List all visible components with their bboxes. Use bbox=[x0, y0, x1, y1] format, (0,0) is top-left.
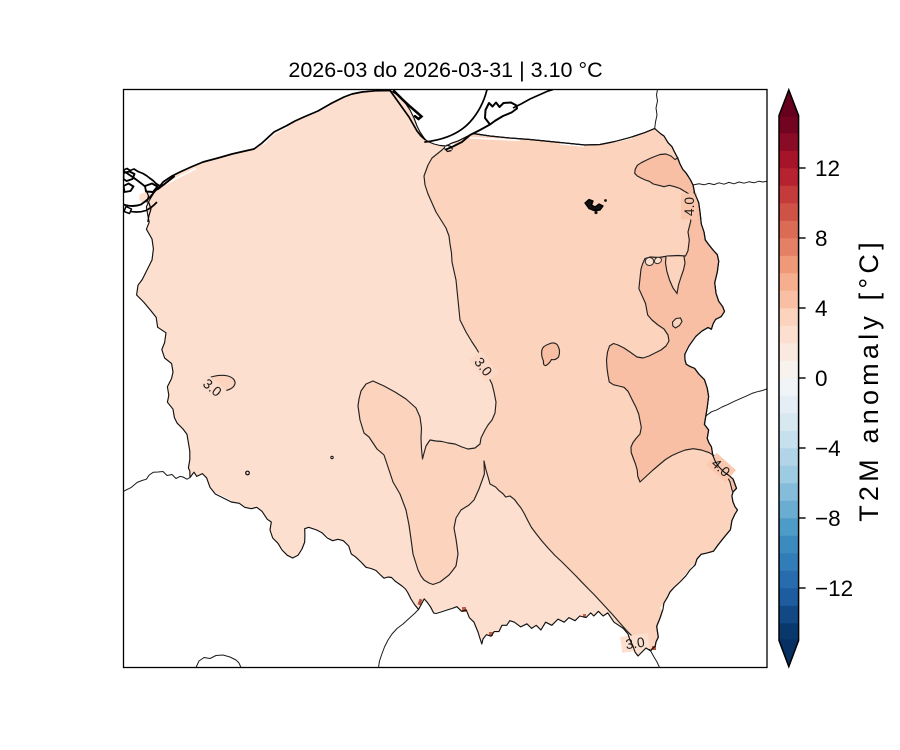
svg-text:−4: −4 bbox=[815, 436, 841, 461]
svg-text:−12: −12 bbox=[815, 576, 853, 601]
svg-text:12: 12 bbox=[815, 156, 840, 181]
svg-text:8: 8 bbox=[815, 226, 828, 251]
svg-text:T2M anomaly [°C]: T2M anomaly [°C] bbox=[854, 238, 884, 522]
svg-text:4: 4 bbox=[815, 296, 828, 321]
svg-text:0: 0 bbox=[815, 366, 828, 391]
svg-text:−8: −8 bbox=[815, 506, 841, 531]
svg-text:2026-03 do 2026-03-31 | 3.10 °: 2026-03 do 2026-03-31 | 3.10 °C bbox=[288, 58, 602, 82]
svg-text:3.0: 3.0 bbox=[625, 635, 646, 653]
svg-text:4.0: 4.0 bbox=[682, 197, 697, 217]
